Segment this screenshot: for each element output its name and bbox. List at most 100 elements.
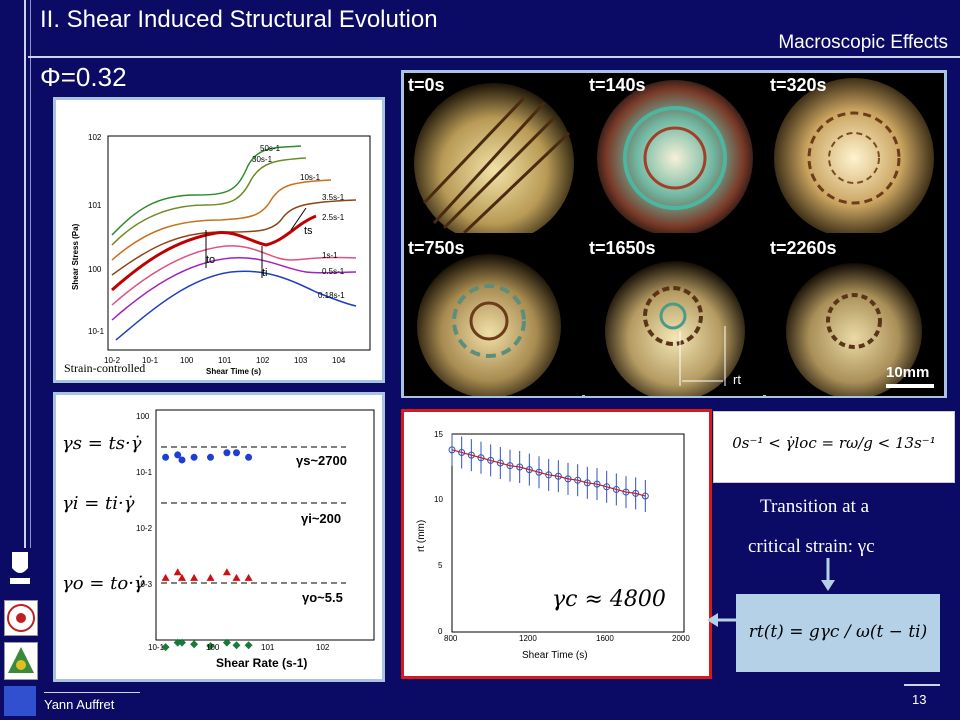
ytick: 15 [434, 430, 443, 439]
xtick: 102 [316, 643, 330, 652]
image-grid: t=0s t=140s t=320s t=750s t=1650s rt t=2… [401, 70, 947, 398]
rt-points [448, 433, 649, 513]
rate-label: 10s-1 [300, 173, 321, 182]
xtick: 103 [294, 356, 308, 365]
xtick: 100 [180, 356, 194, 365]
eq-gamma-s: γs = ts·γ̇ [62, 433, 142, 454]
point-gamma-s [190, 453, 198, 461]
point-gamma-i [173, 568, 182, 576]
xtick: 101 [261, 643, 275, 652]
down-arrow-icon [821, 558, 835, 591]
rt-point [496, 459, 504, 467]
ts-arrow [290, 207, 307, 231]
rate-label: 2.5s-1 [322, 213, 345, 222]
ytick: 10 [434, 495, 443, 504]
strain-rate-svg: 10-1 100 101 102 100 10-1 10-2 10-3 Shea… [136, 409, 375, 670]
image-tile: t=0s [404, 73, 582, 233]
institute-logo [4, 600, 38, 636]
rt-formula-text: rt(t) = gγc / ω(t − ti) [748, 622, 928, 642]
fit-curve [451, 449, 646, 497]
point-gamma-s [233, 449, 241, 457]
ytick: 10-1 [136, 468, 153, 477]
rate-label: 50s-1 [260, 144, 281, 153]
plot-frame [107, 135, 371, 351]
x-axis-label: Shear Time (s) [522, 650, 588, 661]
xtick: 10-2 [104, 356, 121, 365]
curve-30s-1 [111, 157, 307, 246]
curve-2.5s-1 [111, 214, 317, 292]
ytick: 0 [438, 627, 443, 636]
rt-point [448, 446, 456, 454]
strain-rate-plot: 10-1 100 101 102 100 10-1 10-2 10-3 Shea… [53, 392, 385, 682]
rate-label: 30s-1 [252, 155, 273, 164]
rt-point [603, 483, 611, 491]
xtick: 101 [218, 356, 232, 365]
point-gamma-o [178, 638, 187, 647]
x-axis-label: Shear Time (s) [206, 367, 261, 376]
ytick: 10-2 [136, 524, 153, 533]
point-gamma-s [162, 453, 170, 461]
stress-curves [111, 145, 357, 341]
image-tile: t=1650s rt [585, 236, 763, 396]
rt-time-svg: 800 1200 1600 2000 0 5 10 15 Shear Time … [416, 430, 690, 661]
rt-point [535, 468, 543, 476]
transition-line-2: critical strain: γc [748, 536, 875, 557]
xtick: 104 [332, 356, 346, 365]
shear-rate-inequality: 0s⁻¹ < γ̇loc = rω/g < 13s⁻¹ [713, 411, 955, 483]
ytick: 101 [88, 201, 102, 210]
rt-label: rt [733, 372, 741, 387]
tile-time: t=2260s [770, 238, 837, 258]
stress-time-svg: 102 101 100 10-1 10-2 10-1 100 101 102 1… [64, 133, 371, 376]
rt-point [458, 448, 466, 456]
phi-label: Φ=0.32 [40, 62, 127, 92]
rt-point [487, 456, 495, 464]
ti-label: ti [262, 267, 268, 279]
point-gamma-o [244, 641, 253, 650]
xtick: 800 [444, 634, 458, 643]
ytick: 100 [88, 265, 102, 274]
point-gamma-s [174, 451, 182, 459]
image-tile: t=750s [404, 236, 582, 396]
xtick: 2000 [672, 634, 690, 643]
page-number: 13 [912, 692, 927, 707]
xtick: 10-1 [148, 643, 165, 652]
point-gamma-i [244, 573, 253, 581]
ytick: 5 [438, 561, 443, 570]
point-gamma-s [178, 456, 186, 464]
image-tile: t=2260s 10mm [766, 236, 944, 396]
eq-gamma-i: γi = ti·γ̇ [62, 493, 135, 514]
ytick: 10-3 [136, 580, 153, 589]
tile-time: t=140s [589, 75, 646, 95]
fit-lines [161, 446, 346, 584]
ytick: 100 [136, 412, 150, 421]
ytick: 10-1 [88, 327, 105, 336]
point-gamma-o [190, 640, 199, 649]
to-label: to [206, 254, 215, 266]
rate-label: 0.18s-1 [318, 291, 345, 300]
ytick: 102 [88, 133, 102, 142]
curve-50s-1 [111, 145, 302, 236]
x-axis-label: Shear Rate (s-1) [216, 656, 307, 670]
xtick: 10-1 [142, 356, 159, 365]
transition-line-1: Transition at a [760, 496, 870, 517]
plot-frame [155, 409, 375, 641]
title-rule [28, 56, 960, 58]
rt-point [467, 451, 475, 459]
tile-time: t=0s [408, 75, 445, 95]
point-gamma-i [206, 573, 215, 581]
slide-title: II. Shear Induced Structural Evolution [40, 6, 438, 33]
point-gamma-o [161, 643, 170, 652]
slide-subtitle: Macroscopic Effects [778, 32, 948, 53]
rate-label: 1s-1 [322, 251, 338, 260]
point-gamma-o [173, 638, 182, 647]
point-gamma-o [232, 641, 241, 650]
gamma-i-value: γi~200 [301, 511, 341, 526]
curve-0.18s-1 [115, 270, 357, 341]
y-axis-label: Shear Stress (Pa) [71, 223, 80, 290]
curve-0.5s-1 [111, 257, 357, 321]
rt-formula-box: rt(t) = gγc / ω(t − ti) [736, 594, 940, 672]
university-logo [4, 548, 36, 588]
xtick: 1200 [519, 634, 537, 643]
plot-frame [451, 433, 685, 633]
point-gamma-o [222, 638, 231, 647]
